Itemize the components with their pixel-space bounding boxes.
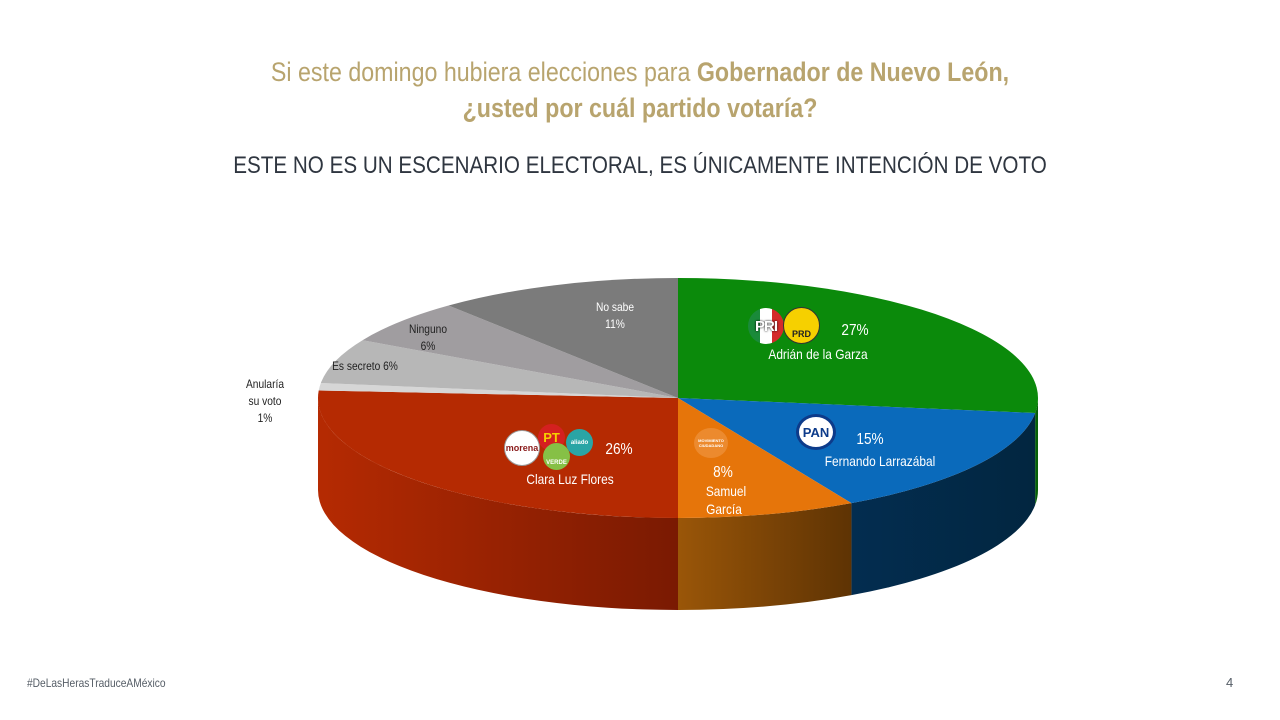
label-adrian-name: Adrián de la Garza: [768, 346, 868, 362]
label-ninguno: Ninguno: [408, 322, 447, 336]
label-samuel-name-2: García: [706, 501, 742, 517]
pie-slice-clara-luz-flores: [318, 390, 678, 518]
pri-logo-text: PRI: [754, 317, 778, 335]
chart-title-line-2: ¿usted por cuál partido votaría?: [90, 89, 1191, 127]
label-fernando-pct: 15%: [856, 431, 884, 448]
verde-logo-text: VERDE: [546, 460, 567, 466]
chart-title-line-1: Si este domingo hubiera elecciones para …: [90, 53, 1191, 91]
pie-slice-es-secreto: [320, 340, 678, 398]
label-clara-pct: 26%: [605, 441, 633, 458]
pie-slice-no-sabe: [448, 278, 678, 398]
chart-subtitle: ESTE NO ES UN ESCENARIO ELECTORAL, ES ÚN…: [233, 152, 1047, 179]
pie-slice-samuel-garc-a: [678, 398, 852, 518]
label-no-sabe-pct: 11%: [605, 317, 625, 331]
label-adrian-pct: 27%: [841, 322, 869, 339]
mc-logo-text: MOVIMIENTO CIUDADANO: [698, 438, 724, 448]
pie-side-clara-luz-flores: [318, 398, 678, 610]
label-ninguno-pct: 6%: [420, 339, 436, 353]
verde-logo-icon: VERDE: [543, 443, 570, 470]
label-anularia-pct: 1%: [257, 411, 273, 425]
footer-hashtag: #DeLasHerasTraduceAMéxico: [27, 676, 166, 690]
nueva-alianza-logo-icon: aliado: [566, 429, 593, 456]
pan-logo-text: PAN: [802, 424, 830, 440]
label-no-sabe: No sabe: [595, 300, 634, 314]
morena-logo-icon: morena: [504, 430, 540, 466]
pie-sides: [318, 398, 1038, 610]
pan-logo-icon: PAN: [796, 414, 836, 450]
alianza-logo-text: aliado: [570, 439, 589, 446]
label-anularia-1: Anularía: [245, 377, 284, 391]
label-es-secreto: Es secreto 6%: [332, 359, 398, 373]
label-samuel-pct: 8%: [713, 464, 733, 481]
title-bold-text: Gobernador de Nuevo León,: [696, 57, 1010, 87]
pie-tops: [318, 278, 1038, 518]
pt-logo-text: PT: [543, 430, 560, 445]
label-samuel-name-1: Samuel: [705, 483, 747, 499]
label-clara-name: Clara Luz Flores: [526, 471, 614, 487]
page-number: 4: [1226, 675, 1234, 690]
label-anularia-2: su voto: [248, 394, 282, 408]
pie-slice-ninguno: [362, 305, 678, 398]
label-fernando-name: Fernando Larrazábal: [824, 453, 936, 469]
pie-side-fernando-larraz-bal: [851, 413, 1036, 596]
pie-side-adri-n-de-la-garza: [1035, 398, 1038, 506]
pie-slice-fernando-larraz-bal: [678, 398, 1036, 504]
pie-side-samuel-garc-a: [678, 503, 852, 610]
movimiento-ciudadano-logo-icon: MOVIMIENTO CIUDADANO: [694, 428, 728, 458]
prd-logo-icon: PRD: [783, 307, 820, 344]
morena-logo-text: morena: [505, 443, 539, 453]
title-question-text: ¿usted por cuál partido votaría?: [462, 93, 818, 123]
title-regular-text: Si este domingo hubiera elecciones para: [270, 57, 697, 87]
prd-logo-text: PRD: [791, 329, 811, 339]
pie-slice-anular-a-su-voto: [318, 382, 678, 398]
pri-logo-icon: PRI: [748, 308, 784, 344]
